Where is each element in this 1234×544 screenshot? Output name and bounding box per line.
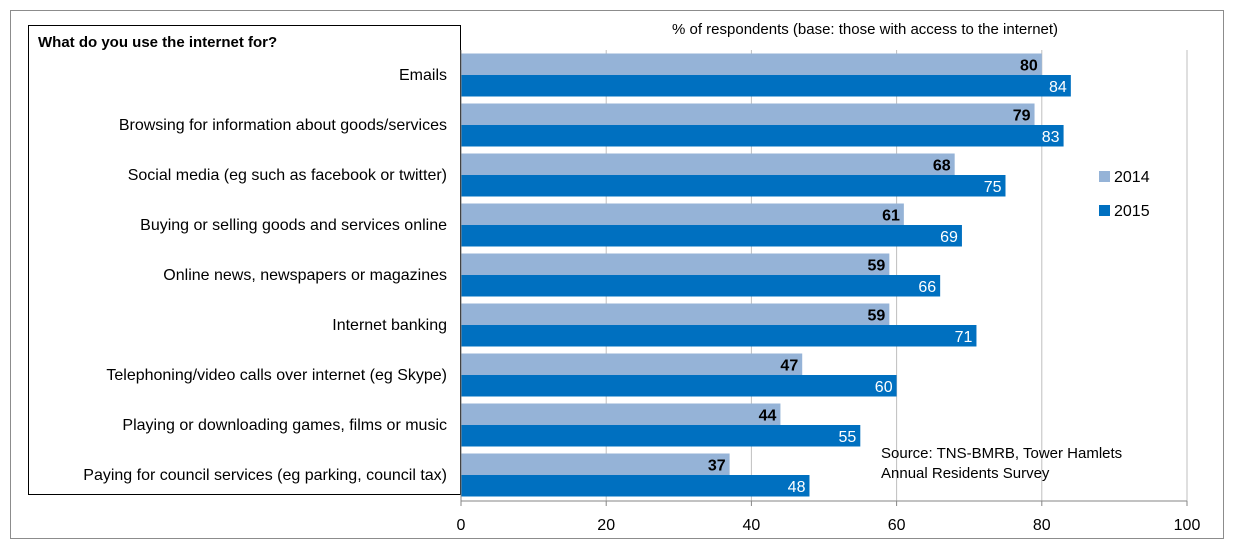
bar-2014 [461,103,1035,125]
x-tick-label: 60 [888,517,906,534]
data-label-2014: 59 [868,307,886,324]
legend-swatch-2015 [1099,205,1110,216]
data-label-2014: 59 [868,257,886,274]
bar-2015 [461,175,1006,197]
data-label-2015: 83 [1042,129,1060,146]
x-tick-label: 0 [457,517,466,534]
data-label-2015: 66 [918,279,936,296]
category-label: Telephoning/video calls over internet (e… [106,367,447,384]
bar-2014 [461,253,890,275]
x-tick-label: 20 [597,517,615,534]
bar-2015 [461,225,962,247]
data-label-2015: 75 [984,179,1002,196]
data-label-2014: 79 [1013,107,1031,124]
data-label-2014: 80 [1020,57,1038,74]
bar-2014 [461,203,904,225]
category-label: Playing or downloading games, films or m… [122,417,447,434]
data-label-2014: 44 [759,407,777,424]
category-label: Browsing for information about goods/ser… [119,117,447,134]
title-box [28,25,461,495]
category-label: Paying for council services (eg parking,… [83,467,447,484]
category-label: Emails [399,67,447,84]
bar-2015 [461,425,861,447]
data-label-2014: 37 [708,457,726,474]
data-label-2015: 71 [955,329,973,346]
legend-label-2015: 2015 [1114,203,1150,220]
source-line-2: Annual Residents Survey [881,465,1050,482]
category-label: Internet banking [332,317,447,334]
legend: 2014 2015 [1099,169,1150,220]
data-label-2014: 61 [882,207,900,224]
data-label-2015: 55 [839,429,857,446]
bar-2014 [461,453,730,475]
chart-title: What do you use the internet for? [38,34,277,51]
data-label-2015: 60 [875,379,893,396]
bar-2014 [461,53,1042,75]
x-tick-label: 80 [1033,517,1051,534]
x-tick-label: 100 [1174,517,1201,534]
axis-layer: 0 20 40 60 80 100 [457,50,1201,534]
data-label-2015: 48 [788,479,806,496]
bar-2014 [461,353,803,375]
bar-2015 [461,275,941,297]
legend-label-2014: 2014 [1114,169,1150,186]
legend-swatch-2014 [1099,171,1110,182]
data-label-2014: 68 [933,157,951,174]
labels-layer: Emails 80 84 Browsing for information about… [83,57,1067,496]
data-label-2014: 47 [780,357,798,374]
category-label: Buying or selling goods and services onl… [140,217,447,234]
chart-subtitle: % of respondents (base: those with acces… [672,21,1058,38]
category-label: Social media (eg such as facebook or twi… [128,167,447,184]
category-label: Online news, newspapers or magazines [163,267,447,284]
source-line-1: Source: TNS-BMRB, Tower Hamlets [881,445,1122,462]
x-tick-label: 40 [743,517,761,534]
bar-2015 [461,75,1071,97]
bar-2015 [461,125,1064,147]
data-label-2015: 84 [1049,79,1067,96]
bar-2014 [461,303,890,325]
bar-2015 [461,475,810,497]
bar-2015 [461,375,897,397]
bar-2015 [461,325,977,347]
data-label-2015: 69 [940,229,958,246]
bar-2014 [461,153,955,175]
bar-2014 [461,403,781,425]
bars-layer [461,53,1071,497]
